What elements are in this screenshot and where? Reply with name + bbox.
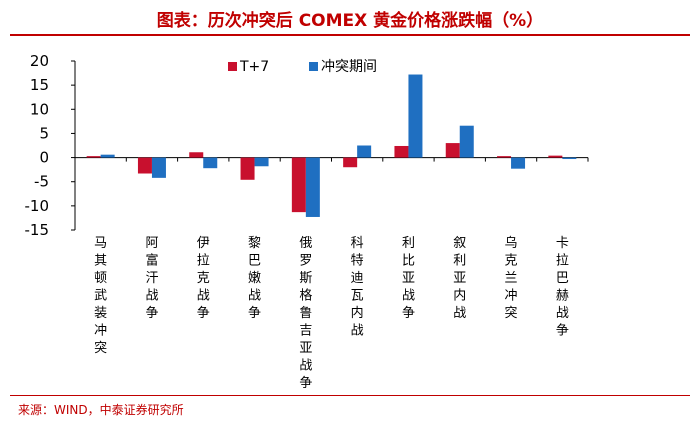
bar-t7-3 [240,157,255,180]
bar-period-9 [562,157,577,160]
bar-period-3 [254,157,269,167]
y-tick-label: 15 [30,76,49,94]
category-label: 乌克兰冲突 [505,235,518,321]
bar-period-4 [305,157,320,217]
bar-t7-6 [394,145,409,158]
bar-period-8 [511,157,526,169]
y-tick-label: -5 [34,173,49,191]
bar-period-0 [100,154,115,158]
y-tick-label: 5 [39,124,49,142]
y-tick-label: 10 [30,100,49,118]
legend-swatch-0 [228,62,237,71]
category-label: 伊拉克战争 [197,236,210,321]
bar-t7-0 [86,156,101,158]
legend-swatch-1 [309,62,318,71]
bar-t7-4 [291,157,306,213]
bar-period-6 [408,74,423,158]
y-tick-label: -15 [25,221,50,239]
category-label: 叙利亚内战 [453,236,466,321]
bar-t7-8 [497,156,512,158]
y-tick-label: -10 [25,197,50,215]
bar-t7-9 [548,155,563,158]
category-label: 利比亚战争 [402,236,415,321]
legend-label-0: T+7 [239,59,269,75]
category-label: 黎巴嫩战争 [248,236,261,321]
category-label: 马其顿武装冲突 [94,236,107,356]
bar-period-7 [459,125,474,158]
y-tick-label: 20 [30,52,49,70]
bar-t7-7 [445,143,460,158]
y-tick-label: 0 [39,149,49,167]
bar-t7-5 [343,157,358,168]
source-note: 来源：WIND，中泰证券研究所 [18,403,184,417]
category-label: 俄罗斯格鲁吉亚战争 [299,236,312,391]
bar-period-1 [151,157,166,178]
title-divider [10,34,690,36]
category-label: 卡拉巴赫战争 [556,236,569,339]
category-label: 科特迪瓦内战 [351,236,364,339]
bar-period-2 [203,157,218,169]
chart-title: 图表：历次冲突后 COMEX 黄金价格涨跌幅（%） [156,11,544,31]
bar-t7-1 [137,157,152,174]
bar-period-5 [357,145,372,158]
legend-label-1: 冲突期间 [321,59,377,75]
category-label: 阿富汗战争 [145,236,158,321]
footer-divider [10,395,690,396]
bar-t7-2 [189,152,204,158]
